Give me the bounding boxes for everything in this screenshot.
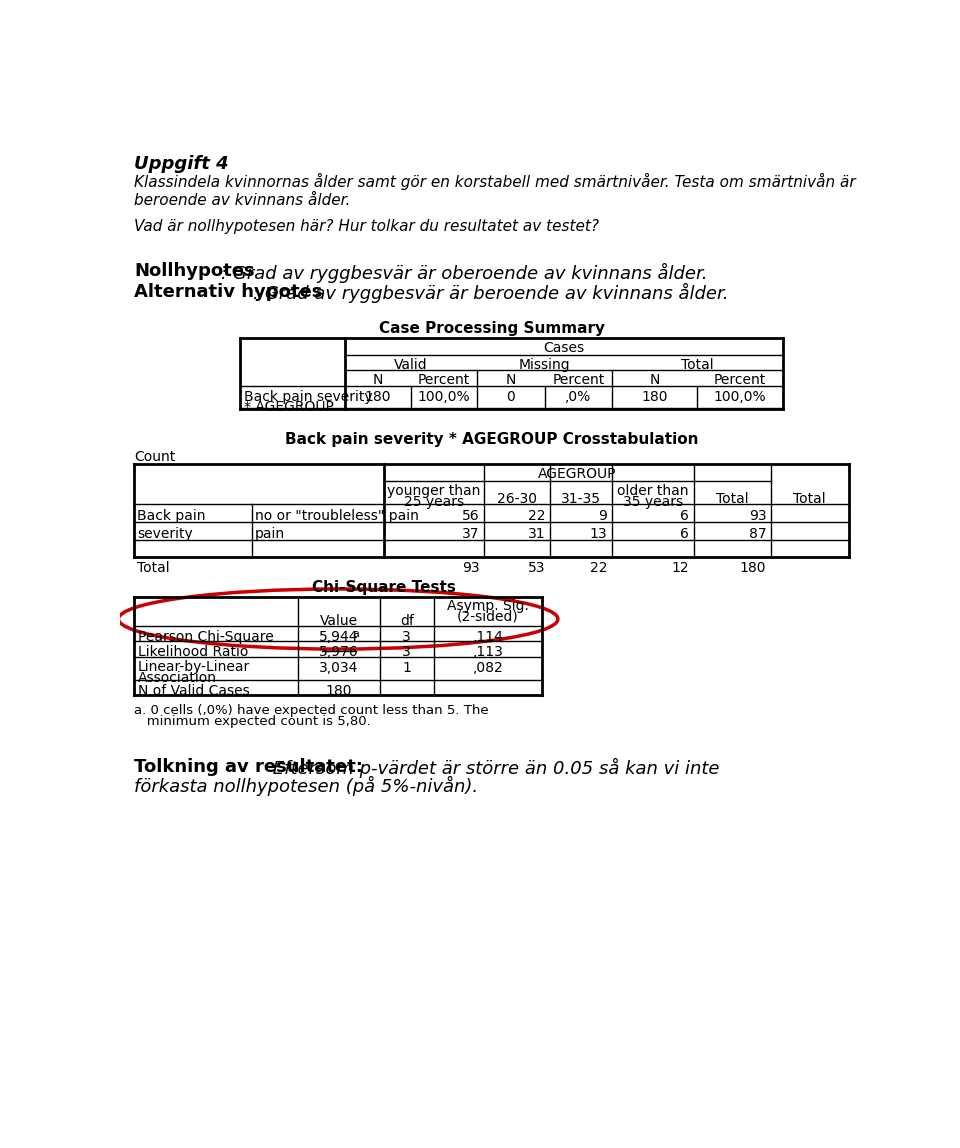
Text: ,113: ,113	[472, 645, 504, 659]
Text: 3: 3	[402, 630, 411, 644]
Text: Total: Total	[716, 492, 749, 506]
Text: Value: Value	[320, 614, 358, 628]
Text: 6: 6	[680, 527, 689, 541]
Text: Percent: Percent	[714, 373, 766, 387]
Text: Count: Count	[134, 450, 175, 465]
Text: Total: Total	[681, 358, 713, 372]
Text: 25 years: 25 years	[404, 495, 464, 509]
Text: N: N	[650, 373, 660, 387]
Text: 180: 180	[365, 390, 391, 404]
Text: ,114: ,114	[472, 630, 504, 644]
Text: 0: 0	[506, 390, 515, 404]
Text: 93: 93	[462, 561, 480, 575]
Text: 53: 53	[528, 561, 545, 575]
Text: Uppgift 4: Uppgift 4	[134, 155, 228, 172]
Text: AGEGROUP: AGEGROUP	[538, 467, 616, 481]
Text: Vad är nollhypotesen här? Hur tolkar du resultatet av testet?: Vad är nollhypotesen här? Hur tolkar du …	[134, 219, 599, 234]
Text: 26-30: 26-30	[497, 492, 538, 506]
Text: Asymp. Sig.: Asymp. Sig.	[447, 599, 529, 613]
Text: 180: 180	[641, 390, 668, 404]
Text: 12: 12	[671, 561, 689, 575]
Text: Back pain severity: Back pain severity	[244, 389, 372, 404]
Text: 31: 31	[528, 527, 545, 541]
Text: Percent: Percent	[418, 373, 469, 387]
Text: Percent: Percent	[552, 373, 605, 387]
Text: Missing: Missing	[518, 358, 570, 372]
Text: 3,034: 3,034	[320, 660, 359, 675]
Text: 13: 13	[589, 527, 608, 541]
Text: a. 0 cells (,0%) have expected count less than 5. The: a. 0 cells (,0%) have expected count les…	[134, 705, 489, 718]
Text: severity: severity	[137, 527, 193, 541]
Text: Valid: Valid	[394, 358, 427, 372]
Text: Case Processing Summary: Case Processing Summary	[379, 321, 605, 336]
Text: 37: 37	[462, 527, 480, 541]
Text: Linear-by-Linear: Linear-by-Linear	[138, 660, 250, 674]
Text: no or "troubleless" pain: no or "troubleless" pain	[254, 509, 419, 522]
Text: (2-sided): (2-sided)	[457, 610, 519, 623]
Text: 100,0%: 100,0%	[418, 390, 469, 404]
Text: 31-35: 31-35	[562, 492, 601, 506]
Text: Cases: Cases	[543, 341, 585, 355]
Text: 6: 6	[680, 509, 689, 522]
Text: Eftersom p-värdet är större än 0.05 så kan vi inte: Eftersom p-värdet är större än 0.05 så k…	[267, 758, 720, 777]
Text: N: N	[505, 373, 516, 387]
Text: Total: Total	[137, 561, 170, 575]
Text: ,082: ,082	[472, 660, 503, 675]
Text: Back pain: Back pain	[137, 509, 205, 522]
Text: 5,976: 5,976	[319, 645, 359, 659]
Text: 93: 93	[749, 509, 766, 522]
Text: df: df	[399, 614, 414, 628]
Text: N of Valid Cases: N of Valid Cases	[138, 684, 250, 698]
Text: 87: 87	[749, 527, 766, 541]
Text: Alternativ hypotes: Alternativ hypotes	[134, 282, 323, 301]
Text: 56: 56	[462, 509, 480, 522]
Text: Tolkning av resultatet:: Tolkning av resultatet:	[134, 758, 363, 776]
Text: : Grad av ryggbesvär är oberoende av kvinnans ålder.: : Grad av ryggbesvär är oberoende av kvi…	[221, 263, 708, 282]
Text: N: N	[372, 373, 383, 387]
Text: 180: 180	[740, 561, 766, 575]
Text: : Grad av ryggbesvär är beroende av kvinnans ålder.: : Grad av ryggbesvär är beroende av kvin…	[253, 282, 729, 303]
Text: ,0%: ,0%	[565, 390, 591, 404]
Text: 1: 1	[402, 660, 411, 675]
Text: Nollhypotes: Nollhypotes	[134, 263, 254, 280]
Text: 100,0%: 100,0%	[713, 390, 766, 404]
Text: Likelihood Ratio: Likelihood Ratio	[138, 645, 249, 659]
Text: * AGEGROUP: * AGEGROUP	[244, 401, 334, 414]
Text: Chi-Square Tests: Chi-Square Tests	[312, 580, 455, 595]
Text: Klassindela kvinnornas ålder samt gör en korstabell med smärtnivåer. Testa om sm: Klassindela kvinnornas ålder samt gör en…	[134, 173, 855, 208]
Text: 3: 3	[402, 645, 411, 659]
Text: 22: 22	[528, 509, 545, 522]
Text: a: a	[352, 629, 359, 639]
Text: 5,944: 5,944	[319, 630, 359, 644]
Text: Association: Association	[138, 670, 217, 684]
Text: 180: 180	[325, 684, 352, 698]
Text: förkasta nollhypotesen (på 5%-nivån).: förkasta nollhypotesen (på 5%-nivån).	[134, 776, 478, 797]
Text: older than: older than	[617, 484, 688, 498]
Text: minimum expected count is 5,80.: minimum expected count is 5,80.	[134, 715, 371, 728]
Text: 9: 9	[599, 509, 608, 522]
Text: 35 years: 35 years	[623, 495, 683, 509]
Text: Total: Total	[793, 492, 826, 506]
Text: Pearson Chi-Square: Pearson Chi-Square	[138, 630, 274, 644]
Text: 22: 22	[590, 561, 608, 575]
Text: pain: pain	[254, 527, 285, 541]
Text: Back pain severity * AGEGROUP Crosstabulation: Back pain severity * AGEGROUP Crosstabul…	[285, 432, 699, 447]
Text: younger than: younger than	[387, 484, 481, 498]
